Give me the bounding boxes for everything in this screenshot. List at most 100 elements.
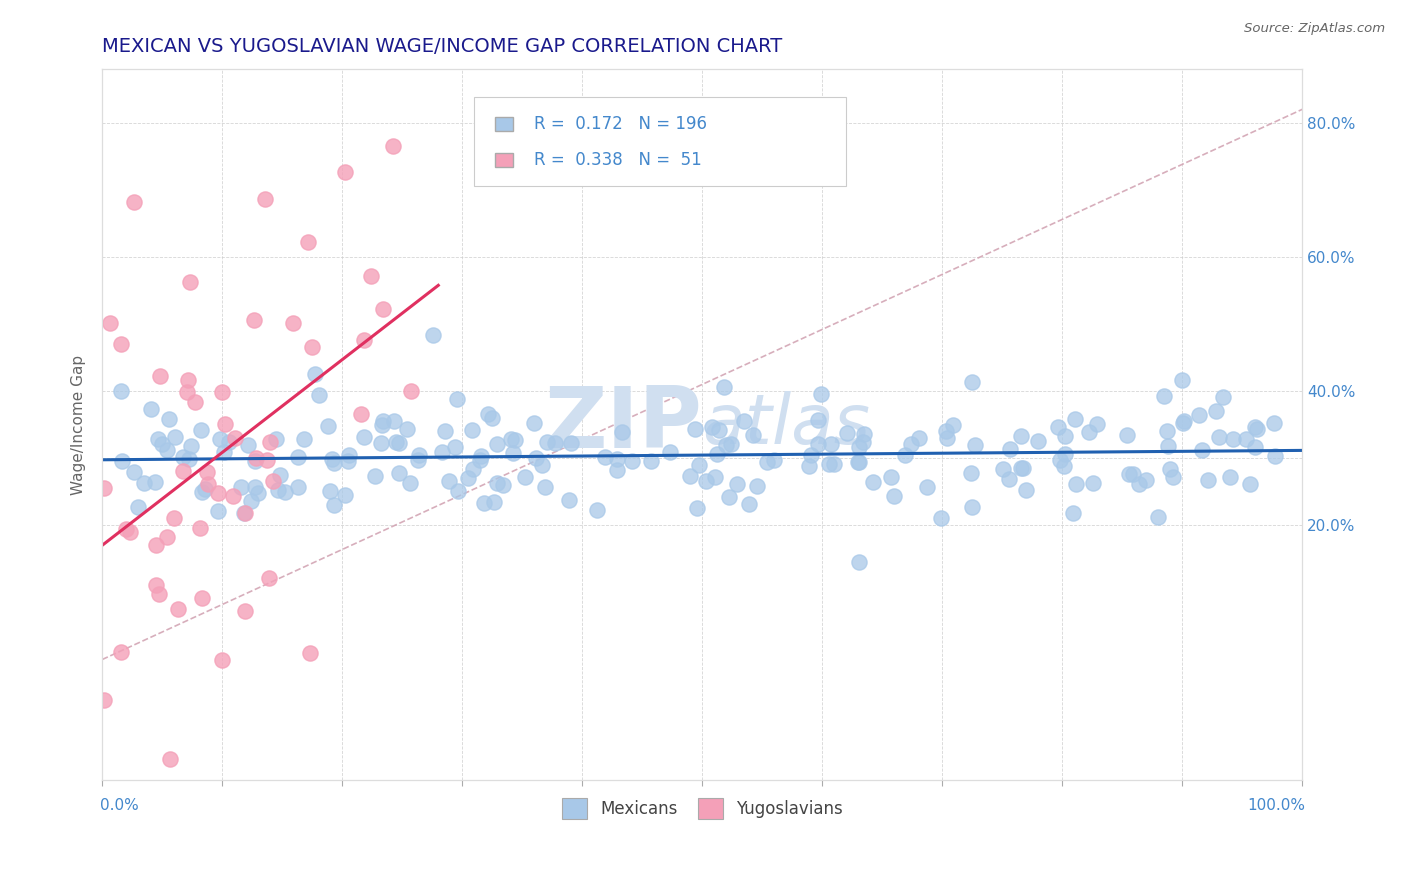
Point bbox=[501, 432, 523, 446]
Point bbox=[837, 425, 859, 440]
Point bbox=[593, 450, 616, 464]
FancyBboxPatch shape bbox=[474, 97, 846, 186]
Y-axis label: Wage/Income Gap: Wage/Income Gap bbox=[72, 355, 86, 495]
Point bbox=[382, 414, 405, 428]
Point bbox=[862, 475, 884, 489]
Point bbox=[481, 411, 503, 425]
Point bbox=[239, 494, 262, 508]
Point bbox=[879, 470, 901, 484]
Text: 100.0%: 100.0% bbox=[1247, 798, 1305, 814]
Point bbox=[1234, 433, 1257, 447]
Point bbox=[364, 469, 387, 483]
Point bbox=[960, 500, 983, 514]
Point bbox=[502, 446, 524, 460]
Point bbox=[718, 490, 741, 504]
Point bbox=[707, 423, 730, 437]
Point bbox=[122, 195, 145, 210]
Point bbox=[991, 461, 1014, 475]
Point bbox=[915, 480, 938, 494]
Point bbox=[1187, 408, 1209, 422]
Point bbox=[513, 470, 536, 484]
Point bbox=[713, 380, 735, 394]
Point bbox=[1011, 461, 1033, 475]
Point bbox=[883, 489, 905, 503]
Point bbox=[733, 414, 755, 428]
Point bbox=[236, 437, 259, 451]
Point bbox=[267, 483, 290, 497]
Point bbox=[422, 327, 444, 342]
Point bbox=[935, 424, 957, 438]
Text: MEXICAN VS YUGOSLAVIAN WAGE/INCOME GAP CORRELATION CHART: MEXICAN VS YUGOSLAVIAN WAGE/INCOME GAP C… bbox=[103, 37, 783, 56]
Point bbox=[350, 407, 373, 421]
Point bbox=[433, 424, 456, 438]
Point bbox=[806, 413, 828, 427]
Point bbox=[560, 436, 582, 450]
Point bbox=[224, 431, 246, 445]
Point bbox=[246, 486, 269, 500]
Point bbox=[167, 601, 190, 615]
Point bbox=[150, 437, 173, 451]
Point bbox=[1115, 428, 1137, 442]
Point bbox=[741, 428, 763, 442]
Point bbox=[188, 521, 211, 535]
Point bbox=[233, 506, 256, 520]
Text: atlas: atlas bbox=[703, 391, 870, 458]
Point bbox=[396, 421, 419, 435]
Point bbox=[207, 504, 229, 518]
Point bbox=[190, 423, 212, 437]
Point bbox=[93, 482, 115, 496]
Point bbox=[179, 275, 201, 289]
Point bbox=[191, 591, 214, 605]
Point bbox=[191, 484, 214, 499]
Point bbox=[461, 462, 484, 476]
Point bbox=[756, 454, 779, 468]
Point bbox=[1197, 473, 1219, 487]
Point bbox=[385, 435, 408, 450]
Point bbox=[800, 449, 823, 463]
Point bbox=[399, 384, 422, 399]
Point bbox=[93, 693, 115, 707]
Point bbox=[936, 431, 959, 445]
Point bbox=[118, 524, 141, 539]
Point bbox=[1163, 470, 1185, 484]
Point bbox=[177, 373, 200, 387]
Point bbox=[439, 475, 461, 489]
Point bbox=[1053, 447, 1076, 461]
Point bbox=[457, 471, 479, 485]
Point bbox=[218, 435, 240, 450]
Point bbox=[321, 451, 343, 466]
Point bbox=[287, 480, 309, 494]
Point bbox=[353, 430, 375, 444]
Point bbox=[1049, 453, 1071, 467]
Point bbox=[269, 468, 291, 483]
Point bbox=[264, 432, 287, 446]
Point bbox=[1159, 461, 1181, 475]
Point bbox=[111, 454, 134, 468]
Point bbox=[430, 445, 453, 459]
Point bbox=[371, 417, 394, 432]
Point bbox=[155, 530, 177, 544]
Point bbox=[544, 436, 567, 450]
Point bbox=[301, 341, 323, 355]
Point bbox=[485, 437, 508, 451]
Point bbox=[308, 388, 330, 402]
Point bbox=[1205, 404, 1227, 418]
Point bbox=[1085, 417, 1108, 432]
Point bbox=[406, 453, 429, 467]
Point bbox=[1128, 477, 1150, 491]
Point bbox=[221, 490, 243, 504]
Point bbox=[110, 645, 132, 659]
Point bbox=[704, 470, 727, 484]
Point bbox=[1066, 477, 1088, 491]
Point bbox=[259, 435, 281, 450]
Point bbox=[1010, 428, 1032, 442]
Text: R =  0.172   N = 196: R = 0.172 N = 196 bbox=[534, 115, 707, 133]
Point bbox=[245, 454, 267, 468]
Point bbox=[273, 485, 295, 500]
Point bbox=[122, 465, 145, 479]
Point bbox=[194, 483, 217, 497]
Point bbox=[132, 475, 155, 490]
Point bbox=[852, 434, 875, 449]
Point bbox=[353, 333, 375, 347]
Point bbox=[530, 458, 553, 473]
